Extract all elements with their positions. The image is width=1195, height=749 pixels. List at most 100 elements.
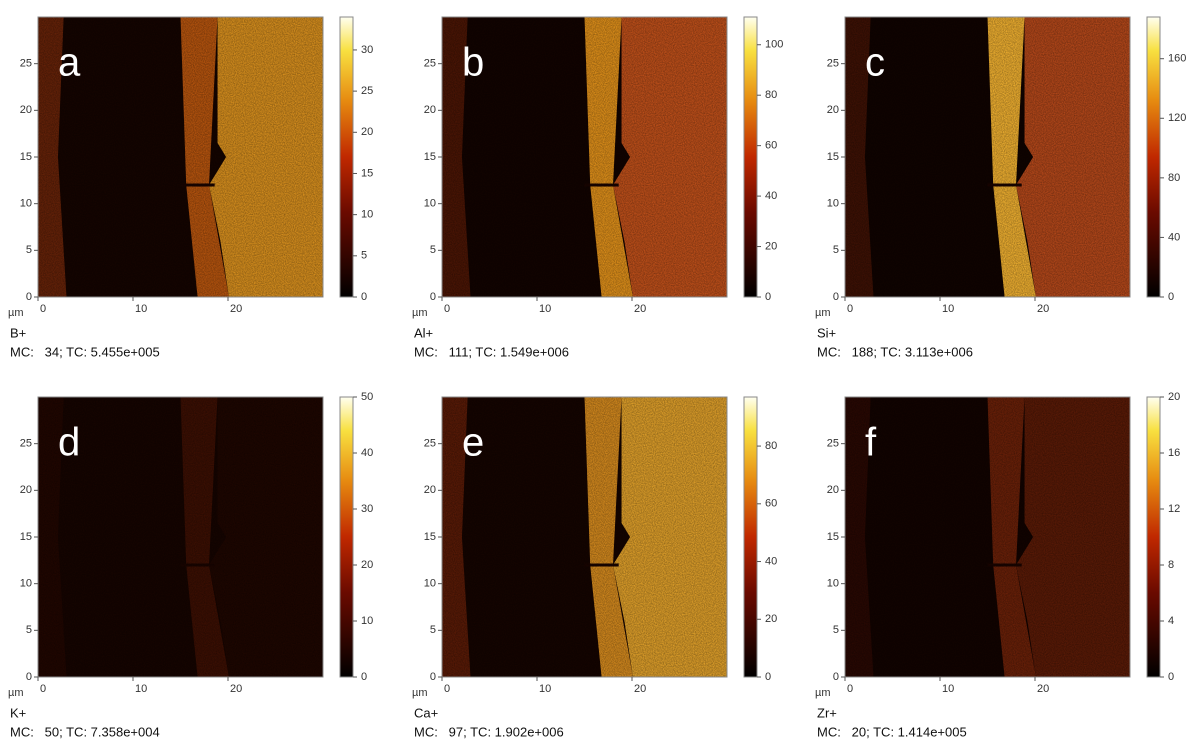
y-tick-label: 0 xyxy=(430,291,436,303)
counts: MC: 97; TC: 1.902e+006 xyxy=(414,724,564,739)
panel-letter: d xyxy=(58,421,80,465)
colorbar-label: 60 xyxy=(765,140,777,152)
colorbar-label: 100 xyxy=(765,39,783,51)
counts: MC: 50; TC: 7.358e+004 xyxy=(10,724,160,739)
colorbar-label: 50 xyxy=(361,391,373,403)
colorbar-label: 0 xyxy=(765,291,771,303)
y-tick-label: 15 xyxy=(827,531,839,543)
colorbar-label: 12 xyxy=(1168,503,1180,515)
panel: e 0 5 10 15 20 25 0 10 20 µm Ca+ MC: 97; TC: 1.902e+… xyxy=(412,396,777,739)
y-tick-label: 10 xyxy=(424,198,436,210)
colorbar-label: 10 xyxy=(361,615,373,627)
panel: c 0 5 10 15 20 25 0 10 20 µm Si+ MC: 188; TC: 3.113e… xyxy=(815,16,1186,359)
y-tick-label: 0 xyxy=(26,291,32,303)
x-tick-label: 10 xyxy=(942,683,954,695)
ion-name: Zr+ xyxy=(817,705,837,720)
ion-map xyxy=(442,397,727,677)
ion-name: Al+ xyxy=(414,325,433,340)
x-tick-label: 20 xyxy=(1037,303,1049,315)
y-tick-label: 10 xyxy=(424,578,436,590)
y-tick-label: 10 xyxy=(827,198,839,210)
y-tick-label: 0 xyxy=(833,671,839,683)
panel: a 0 5 10 15 20 25 0 10 20 µm B+ MC: 34; TC: 5.455e+0… xyxy=(8,16,373,359)
x-tick-label: 20 xyxy=(1037,683,1049,695)
y-tick-label: 25 xyxy=(827,58,839,70)
y-tick-label: 5 xyxy=(430,624,436,636)
colorbar-label: 40 xyxy=(765,555,777,567)
panel-letter: a xyxy=(58,41,81,85)
axis-unit: µm xyxy=(412,687,428,699)
ion-name: K+ xyxy=(10,705,26,720)
x-tick-label: 10 xyxy=(135,303,147,315)
y-tick-label: 20 xyxy=(424,104,436,116)
colorbar-label: 30 xyxy=(361,503,373,515)
y-tick-label: 0 xyxy=(833,291,839,303)
x-tick-label: 0 xyxy=(40,303,46,315)
axis-unit: µm xyxy=(8,687,24,699)
colorbar-label: 15 xyxy=(361,167,373,179)
ion-map xyxy=(845,17,1130,297)
y-tick-label: 15 xyxy=(424,531,436,543)
counts: MC: 34; TC: 5.455e+005 xyxy=(10,344,160,359)
colorbar-label: 160 xyxy=(1168,53,1186,65)
map-noise xyxy=(845,17,1130,297)
ion-name: Ca+ xyxy=(414,705,438,720)
x-tick-label: 0 xyxy=(444,303,450,315)
ion-map xyxy=(442,17,727,297)
ion-name: B+ xyxy=(10,325,26,340)
y-tick-label: 0 xyxy=(26,671,32,683)
x-tick-label: 0 xyxy=(444,683,450,695)
panel: d 0 5 10 15 20 25 0 10 20 µm K+ MC: 50; TC: 7.358e+0… xyxy=(8,391,373,740)
y-tick-label: 15 xyxy=(424,151,436,163)
colorbar-label: 80 xyxy=(765,89,777,101)
colorbar-label: 4 xyxy=(1168,615,1174,627)
x-tick-label: 20 xyxy=(634,683,646,695)
x-tick-label: 10 xyxy=(942,303,954,315)
y-tick-label: 20 xyxy=(20,484,32,496)
colorbar-label: 20 xyxy=(361,126,373,138)
panel-letter: c xyxy=(865,41,885,85)
x-tick-label: 20 xyxy=(634,303,646,315)
x-tick-label: 0 xyxy=(40,683,46,695)
y-tick-label: 0 xyxy=(430,671,436,683)
colorbar-label: 30 xyxy=(361,44,373,56)
colorbar xyxy=(339,396,354,678)
colorbar xyxy=(1146,396,1161,678)
axis-unit: µm xyxy=(8,307,24,319)
y-tick-label: 20 xyxy=(424,484,436,496)
y-tick-label: 20 xyxy=(20,104,32,116)
y-tick-label: 20 xyxy=(827,484,839,496)
colorbar-label: 40 xyxy=(1168,231,1180,243)
colorbar xyxy=(339,16,354,298)
colorbar-label: 20 xyxy=(1168,391,1180,403)
colorbar xyxy=(1146,16,1161,298)
colorbar xyxy=(743,396,758,678)
map-noise xyxy=(845,397,1130,677)
colorbar-label: 20 xyxy=(765,613,777,625)
map-noise xyxy=(38,397,323,677)
axis-unit: µm xyxy=(815,687,831,699)
ion-map xyxy=(38,397,323,677)
y-tick-label: 10 xyxy=(827,578,839,590)
panel-letter: e xyxy=(462,421,484,465)
ion-name: Si+ xyxy=(817,325,836,340)
y-tick-label: 5 xyxy=(26,244,32,256)
colorbar-label: 120 xyxy=(1168,112,1186,124)
y-tick-label: 15 xyxy=(20,151,32,163)
colorbar-label: 16 xyxy=(1168,447,1180,459)
colorbar-label: 10 xyxy=(361,209,373,221)
ion-map xyxy=(38,17,323,297)
y-tick-label: 15 xyxy=(20,531,32,543)
colorbar-label: 0 xyxy=(765,671,771,683)
x-tick-label: 10 xyxy=(135,683,147,695)
colorbar xyxy=(743,16,758,298)
map-noise xyxy=(38,17,323,297)
counts: MC: 20; TC: 1.414e+005 xyxy=(817,724,967,739)
y-tick-label: 25 xyxy=(20,58,32,70)
x-tick-label: 20 xyxy=(230,683,242,695)
colorbar-label: 0 xyxy=(361,291,367,303)
panel-letter: b xyxy=(462,41,484,85)
counts: MC: 188; TC: 3.113e+006 xyxy=(817,344,973,359)
colorbar-label: 8 xyxy=(1168,559,1174,571)
